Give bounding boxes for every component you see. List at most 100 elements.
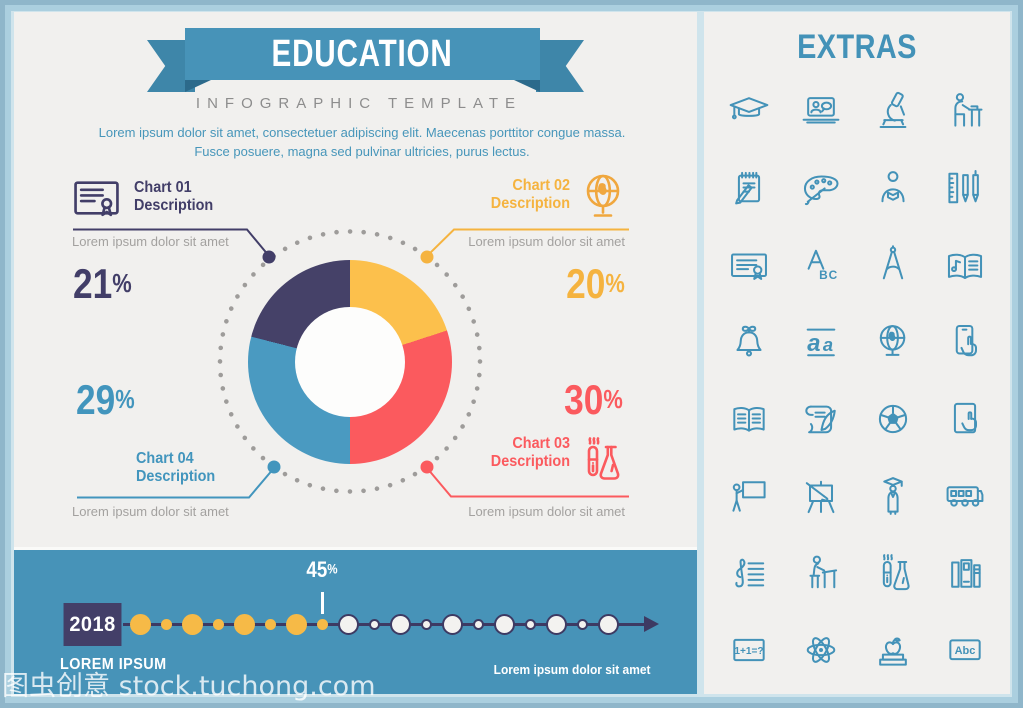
dotted-ring xyxy=(217,229,483,494)
extras-item xyxy=(857,72,929,149)
abc-letters-icon: BC xyxy=(807,249,838,281)
microscope-icon xyxy=(879,91,907,128)
extras-title: EXTRAS xyxy=(797,28,917,66)
timeline-dot xyxy=(576,618,588,630)
chart03-percent: 30% xyxy=(564,376,623,423)
timeline-year-badge: 2018 xyxy=(63,603,122,646)
chart04-percent: 29% xyxy=(76,376,135,423)
intro-text: Lorem ipsum dolor sit amet, consectetuer… xyxy=(98,125,626,159)
timeline-dot xyxy=(129,613,151,635)
student-desk-icon xyxy=(809,555,838,588)
connector-dot-blue xyxy=(267,460,281,474)
extras-item xyxy=(713,226,785,303)
certificate-icon xyxy=(731,252,767,280)
tablet-touch-icon xyxy=(953,402,978,433)
timeline-caption-right: Lorem ipsum dolor sit amet xyxy=(493,662,650,677)
timeline-dot xyxy=(233,613,255,635)
online-course-icon xyxy=(802,96,840,123)
timeline-dot xyxy=(337,613,359,635)
chart02-percent: 20% xyxy=(566,260,625,307)
chart02-title: Chart 02 Description xyxy=(490,177,570,212)
extras-item xyxy=(857,534,929,611)
timeline-dot xyxy=(368,618,380,630)
timeline-arrow-icon xyxy=(644,616,659,632)
timeline-caption-left: LOREM IPSUM xyxy=(60,656,167,673)
music-book-icon xyxy=(947,253,983,279)
chart03-note: Lorem ipsum dolor sit amet xyxy=(468,504,625,519)
extras-item xyxy=(785,457,857,534)
extras-panel: EXTRAS xyxy=(704,12,1010,694)
timeline-dot xyxy=(597,613,619,635)
abc-board-icon: Abc xyxy=(949,638,981,660)
donut-hole xyxy=(295,307,405,417)
extras-item xyxy=(929,380,1001,457)
extras-item xyxy=(929,457,1001,534)
timeline-dot xyxy=(493,613,515,635)
svg-text:a: a xyxy=(807,330,820,357)
scroll-quill-icon xyxy=(805,405,836,433)
donut-chart xyxy=(248,260,452,464)
timeline-dot xyxy=(160,618,172,630)
notepad-pencil-icon xyxy=(735,171,761,204)
chemistry-icon xyxy=(587,437,620,480)
extras-item xyxy=(929,72,1001,149)
timeline-dot xyxy=(285,613,307,635)
extras-item xyxy=(857,226,929,303)
extras-item xyxy=(929,149,1001,226)
atom-icon xyxy=(806,636,836,663)
extras-item xyxy=(857,149,929,226)
extras-item: BC xyxy=(785,226,857,303)
math-board-icon: 1+1=? xyxy=(733,638,765,661)
extras-item xyxy=(713,149,785,226)
globe-icon xyxy=(879,324,906,356)
page-title: EDUCATION xyxy=(271,32,454,75)
svg-text:BC: BC xyxy=(819,267,838,281)
easel-brush-icon xyxy=(805,480,835,513)
drafting-compass-icon xyxy=(882,244,904,279)
extras-item xyxy=(857,457,929,534)
open-book-icon xyxy=(733,406,765,432)
svg-text:1+1=?: 1+1=? xyxy=(734,646,763,657)
chart02-note: Lorem ipsum dolor sit amet xyxy=(468,234,625,249)
extras-item xyxy=(785,611,857,688)
extras-item xyxy=(713,457,785,534)
teacher-board-icon xyxy=(732,480,766,512)
timeline-marker-label: 45% xyxy=(306,557,338,582)
extras-item: Abc xyxy=(929,611,1001,688)
chart01-percent: 21% xyxy=(73,260,132,307)
book-shelf-icon xyxy=(951,558,981,588)
extras-item xyxy=(929,226,1001,303)
connector-dot-red xyxy=(420,460,434,474)
callout-connectors xyxy=(73,228,629,499)
graduation-cap-icon xyxy=(729,96,769,119)
timeline-dot xyxy=(264,618,276,630)
timeline-dot xyxy=(441,613,463,635)
extras-item xyxy=(713,380,785,457)
apple-books-icon xyxy=(879,636,907,666)
ruler-pens-icon xyxy=(948,169,979,203)
school-bell-icon xyxy=(736,325,762,356)
timeline-dot xyxy=(389,613,411,635)
treble-clef-icon xyxy=(735,558,765,587)
chart04-title: Chart 04 Description xyxy=(136,450,216,485)
extras-item xyxy=(929,534,1001,611)
timeline-section: 45% 2018 LOREM IPSUM Lorem ipsum dolor s… xyxy=(14,547,697,694)
timeline-marker-tick xyxy=(321,592,324,614)
main-infographic-panel: EDUCATION INFOGRAPHIC TEMPLATE Lorem ips… xyxy=(14,12,697,694)
student-at-desk-icon xyxy=(954,92,983,127)
chart-section: EDUCATION INFOGRAPHIC TEMPLATE Lorem ips… xyxy=(14,12,697,547)
extras-item xyxy=(785,380,857,457)
extras-item xyxy=(713,303,785,380)
connector-dot-yellow xyxy=(420,250,434,264)
timeline-dot xyxy=(212,618,224,630)
stock-watermark: 图虫创意 stock.tuchong.com xyxy=(2,671,376,702)
page-subtitle: INFOGRAPHIC TEMPLATE xyxy=(195,95,523,112)
connector-dot-navy xyxy=(262,250,276,264)
extras-item: a a xyxy=(785,303,857,380)
certificate-icon xyxy=(74,181,119,217)
chemistry-flasks-icon xyxy=(882,553,910,590)
paint-palette-icon xyxy=(803,175,839,205)
timeline-dot xyxy=(524,618,536,630)
extras-item xyxy=(713,72,785,149)
